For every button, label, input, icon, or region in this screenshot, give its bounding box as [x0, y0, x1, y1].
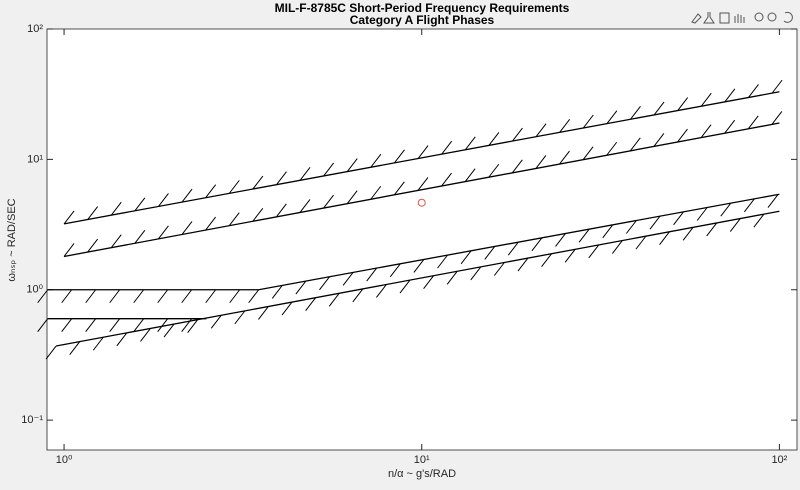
y-tick-label: 10² [27, 23, 43, 35]
save-icon[interactable] [719, 12, 730, 24]
x-axis-label: n/α ~ g's/RAD [388, 468, 456, 480]
axes [46, 28, 798, 451]
boundary-line [63, 122, 780, 258]
y-axis-label: ωₙₛₚ ~ RAD/SEC [6, 198, 18, 281]
y-tick-label: 10⁰ [26, 284, 43, 296]
brush-icon[interactable] [691, 13, 702, 24]
hatching [37, 318, 193, 332]
zoom-in-icon[interactable] [754, 12, 764, 22]
restore-icon[interactable] [783, 11, 793, 23]
datatip-icon[interactable] [703, 12, 715, 24]
boundary-line [63, 91, 780, 225]
data-point [417, 198, 426, 207]
chart-title: MIL-F-8785C Short-Period Frequency Requi… [275, 1, 570, 15]
x-tick-label: 10⁰ [56, 454, 73, 466]
toolbar[interactable] [691, 11, 793, 24]
x-tick-label: 10² [771, 454, 787, 466]
x-tick-label: 10¹ [414, 454, 430, 466]
hatching [45, 213, 765, 360]
hatching [37, 194, 779, 304]
boundary-line [55, 210, 780, 347]
hatching [63, 79, 783, 225]
y-tick-label: 10⁻¹ [21, 414, 43, 426]
zoom-out-icon[interactable] [767, 12, 777, 22]
y-tick-label: 10¹ [27, 153, 43, 165]
pan-icon[interactable] [734, 14, 745, 23]
hatching [63, 111, 783, 257]
chart-subtitle: Category A Flight Phases [350, 13, 495, 27]
